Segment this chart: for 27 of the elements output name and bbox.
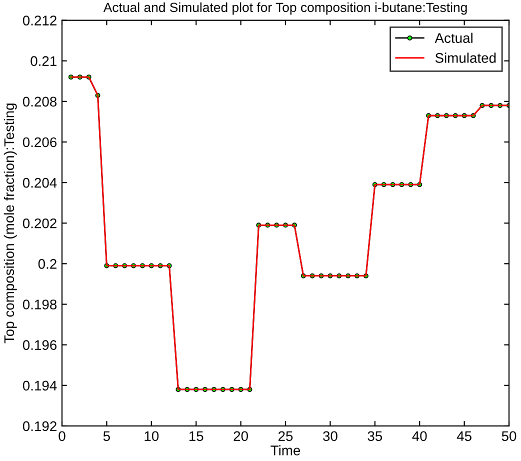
x-tick-label: 50 — [502, 431, 516, 442]
x-tick-label: 5 — [103, 431, 110, 442]
y-tick-label: 0.198 — [22, 300, 57, 310]
x-axis-title: Time — [270, 445, 300, 456]
x-tick-label: 45 — [456, 431, 472, 442]
x-tick-label: 0 — [58, 431, 66, 442]
y-tick-label: 0.206 — [22, 137, 57, 148]
y-tick-label: 0.21 — [30, 56, 56, 66]
legend-label: Actual — [434, 32, 472, 43]
y-tick-label: 0.196 — [22, 340, 57, 350]
x-tick-label: 30 — [323, 431, 338, 442]
y-tick-label: 0.204 — [22, 178, 57, 188]
y-tick-label: 0.194 — [22, 380, 57, 391]
legend-label: Simulated — [435, 52, 496, 63]
y-axis-title: Top composition (mole fraction):Testing — [4, 104, 17, 344]
x-tick-label: 15 — [189, 431, 204, 442]
y-tick-label: 0.192 — [22, 421, 56, 432]
x-tick-label: 10 — [144, 431, 159, 442]
y-tick-label: 0.2 — [38, 259, 56, 269]
x-tick-label: 40 — [412, 431, 427, 442]
x-tick-label: 20 — [234, 431, 248, 442]
y-tick-label: 0.208 — [22, 96, 57, 107]
y-tick-label: 0.202 — [22, 218, 56, 228]
x-tick-label: 25 — [278, 431, 293, 442]
y-tick-label: 0.212 — [22, 16, 56, 26]
x-tick-label: 35 — [368, 431, 382, 442]
chart-title: Actual and Simulated plot for Top composition i-butane:Testing — [103, 2, 467, 15]
